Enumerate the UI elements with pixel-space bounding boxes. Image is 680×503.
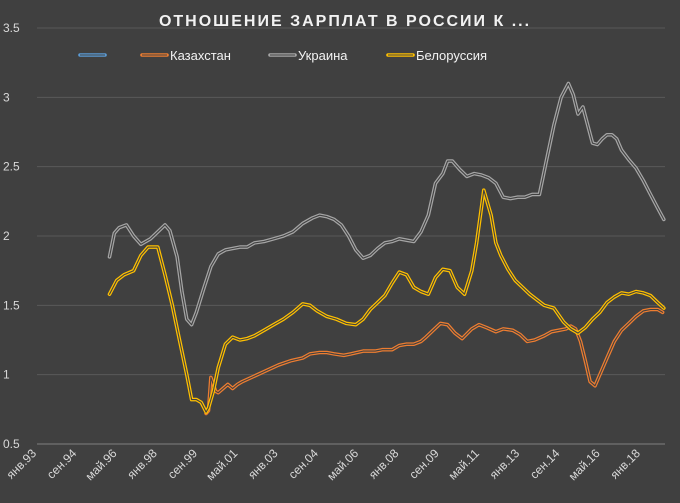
- legend-label: Казахстан: [170, 48, 231, 63]
- y-tick-label: 2.5: [3, 160, 20, 174]
- legend-label: Украина: [298, 48, 348, 63]
- y-axis: 0.5 1 1.5 2 2.5 3 3.5: [3, 21, 20, 451]
- series-lines: [107, 81, 666, 416]
- chart-title: ОТНОШЕНИЕ ЗАРПЛАТ В РОССИИ К ...: [159, 13, 531, 30]
- y-tick-label: 1: [3, 368, 10, 382]
- legend-label: Белоруссия: [416, 48, 487, 63]
- y-tick-label: 0.5: [3, 437, 20, 451]
- gridlines: [37, 27, 665, 445]
- legend: Казахстан Украина Белоруссия: [78, 48, 487, 63]
- y-tick-label: 1.5: [3, 298, 20, 312]
- y-tick-label: 3: [3, 90, 10, 104]
- y-tick-label: 2: [3, 229, 10, 243]
- series-line: [108, 189, 665, 413]
- series-line: [108, 82, 665, 326]
- series-line: [205, 308, 664, 415]
- y-tick-label: 3.5: [3, 21, 20, 35]
